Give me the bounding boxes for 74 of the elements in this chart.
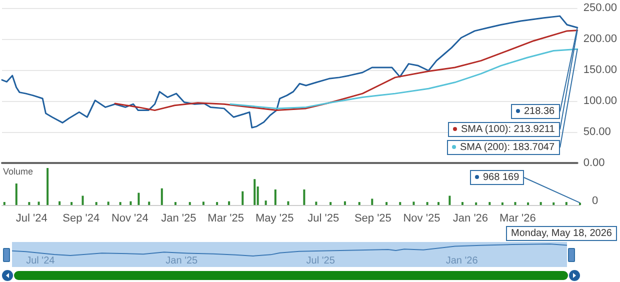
x-tick-label: Jul '25 xyxy=(308,212,340,224)
bar xyxy=(475,202,478,205)
bar xyxy=(130,201,132,205)
bar xyxy=(514,202,516,205)
bar xyxy=(287,201,290,205)
bar xyxy=(448,196,451,205)
bar xyxy=(46,168,49,205)
y-axis-title: Volume xyxy=(3,166,34,176)
bar xyxy=(28,202,30,205)
y-tick-label: 250.00 xyxy=(583,2,618,14)
bar xyxy=(315,202,318,205)
bar xyxy=(160,188,163,205)
y-tick-label: 200.00 xyxy=(583,33,618,45)
text: 0 xyxy=(592,195,598,207)
x-tick-label: Nov '25 xyxy=(403,212,440,224)
bar xyxy=(565,202,568,205)
x-tick-label: Nov '24 xyxy=(111,212,148,224)
bar xyxy=(540,202,542,205)
bar xyxy=(412,202,415,205)
x-tick-label: Jan '25 xyxy=(161,212,196,224)
x-tick-label: Mar '26 xyxy=(499,212,536,224)
bar xyxy=(15,184,18,205)
bar xyxy=(216,202,218,205)
bar xyxy=(274,189,276,205)
bar xyxy=(488,202,491,205)
bar xyxy=(358,202,360,205)
bar xyxy=(552,202,555,205)
x-tick-label: Jan '25 xyxy=(166,256,198,266)
y-tick-label: 150.00 xyxy=(583,64,618,76)
bar xyxy=(303,189,306,205)
bar xyxy=(254,179,256,205)
bar xyxy=(82,196,84,205)
bar xyxy=(228,201,230,205)
bar xyxy=(107,202,110,205)
bar xyxy=(242,191,244,205)
bar xyxy=(3,202,6,205)
bar xyxy=(38,202,40,205)
bar xyxy=(119,202,122,205)
x-tick-label: Jan '26 xyxy=(446,256,478,266)
bar xyxy=(386,202,388,205)
bar xyxy=(438,202,440,205)
x-tick-label: Jul '24 xyxy=(26,256,56,266)
annotation: 218.36 xyxy=(511,104,560,119)
x-tick-label: May '25 xyxy=(256,212,294,224)
x-tick-label: Jan '26 xyxy=(452,212,488,224)
bar xyxy=(426,202,428,205)
x-tick-label: Sep '24 xyxy=(62,212,100,224)
annotation: SMA (200): 183.7047 xyxy=(447,140,560,155)
bar xyxy=(399,202,402,205)
y-tick-label: 50.00 xyxy=(583,126,611,138)
y-tick-label: 0.00 xyxy=(583,157,605,169)
bar xyxy=(264,200,267,205)
bar xyxy=(138,192,140,205)
bar xyxy=(501,202,504,205)
annotation: SMA (100): 213.9211 xyxy=(448,122,560,137)
bar xyxy=(527,202,530,205)
bar xyxy=(371,198,374,205)
x-tick-label: Jul '24 xyxy=(16,212,48,224)
x-tick-label: Mar '25 xyxy=(208,212,244,224)
bar xyxy=(188,202,191,205)
bar xyxy=(95,202,98,205)
bar xyxy=(330,202,332,205)
bar xyxy=(174,202,176,205)
bar xyxy=(344,201,346,205)
text: Monday, May 18, 2026 xyxy=(506,226,617,241)
x-tick-label: Sep '25 xyxy=(354,212,392,224)
annotation: 968 169 xyxy=(470,170,524,185)
bar xyxy=(148,202,150,205)
y-tick-label: 100.00 xyxy=(583,95,618,107)
bar xyxy=(70,202,73,205)
x-tick-label: Jul '25 xyxy=(306,256,336,266)
bar xyxy=(202,202,204,205)
bar xyxy=(58,201,61,205)
bar xyxy=(461,202,464,205)
